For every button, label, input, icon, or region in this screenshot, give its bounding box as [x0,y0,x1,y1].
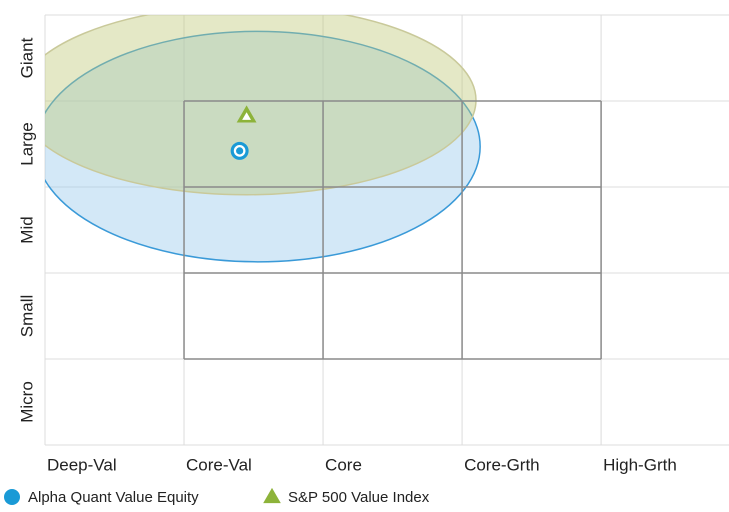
y-tick-label: Small [17,295,36,338]
y-tick-label: Giant [17,37,36,78]
y-tick-label: Micro [17,381,36,423]
y-tick-label: Large [17,122,36,165]
y-tick-label: Mid [17,216,36,243]
point-inner [236,147,244,155]
ownership-zone [45,30,481,263]
zones [45,15,481,263]
ownership-zone [45,15,477,196]
legend-marker [4,489,20,505]
x-tick-label: Core [325,455,362,474]
legend-label: S&P 500 Value Index [288,489,430,506]
x-tick-label: High-Grth [603,455,677,474]
x-tick-label: Core-Grth [464,455,540,474]
plot-top [183,100,602,360]
legend-marker [263,487,281,504]
point-inner [242,112,252,120]
x-tick-label: Core-Val [186,455,252,474]
x-tick-label: Deep-Val [47,455,117,474]
legend-label: Alpha Quant Value Equity [28,489,199,506]
